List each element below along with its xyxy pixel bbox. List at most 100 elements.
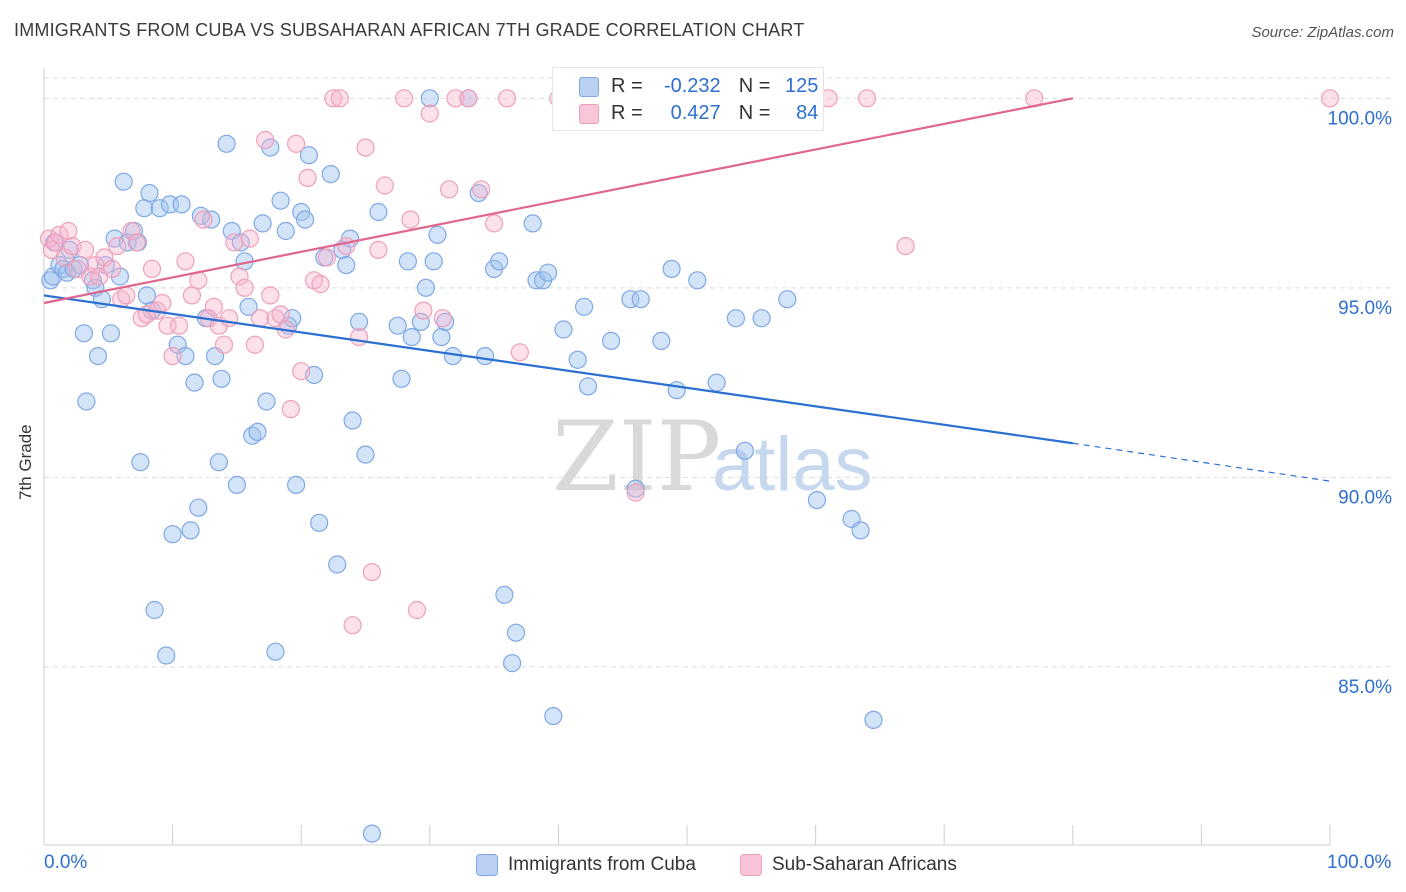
point-cuba [110,267,130,286]
point-cuba [239,297,258,316]
point-subsaharan [317,248,336,267]
trend-line-subsaharan [43,97,1074,305]
point-cuba [145,600,164,620]
point-cuba [114,172,133,191]
point-cuba [652,331,671,350]
point-subsaharan [204,297,223,316]
point-cuba [388,316,407,335]
point-cuba [726,309,746,328]
point-subsaharan [330,89,349,108]
point-cuba [424,252,443,271]
point-subsaharan [292,362,311,381]
point-cuba [601,331,621,350]
point-subsaharan [250,309,270,328]
point-cuba [253,214,272,233]
n-key: N = [738,74,771,97]
point-cuba [402,328,421,347]
point-cuba [276,221,295,241]
point-cuba [137,286,156,305]
point-subsaharan [485,214,504,233]
n-value: 125 [785,74,819,97]
point-cuba [296,210,315,229]
point-cuba [77,392,96,411]
r-key: R = [611,74,643,97]
point-subsaharan [142,259,162,278]
point-cuba [181,521,200,540]
point-cuba [343,411,362,430]
point-subsaharan [420,104,439,123]
point-cuba [185,373,204,392]
stats-row-subsaharan: R = 0.427 N = 84 [611,101,818,125]
points-layer [39,89,1340,843]
x-tick-label-right: 100.0% [1327,852,1392,873]
point-cuba [202,210,221,229]
point-cuba [411,312,430,331]
point-subsaharan [153,293,172,313]
point-cuba [667,381,686,400]
watermark: ZIP atlas [552,401,873,513]
point-cuba [662,259,681,278]
point-cuba [337,256,356,275]
point-subsaharan [414,301,433,320]
trend-line-cuba-extension [1072,442,1331,482]
point-cuba [631,290,650,309]
point-cuba [538,263,558,282]
point-subsaharan [169,316,189,335]
point-subsaharan [287,134,306,153]
point-cuba [362,824,381,843]
point-subsaharan [356,138,375,157]
point-cuba [88,347,108,366]
r-value: 0.427 [670,101,721,124]
point-subsaharan [176,252,195,271]
point-cuba [176,347,195,366]
point-cuba [189,498,208,517]
y-tick-label: 85.0% [1338,677,1392,698]
point-cuba [432,328,451,347]
n-key: N = [738,101,771,124]
point-subsaharan [369,240,388,259]
point-cuba [778,290,797,309]
point-cuba [416,278,435,297]
point-subsaharan [230,267,249,286]
point-subsaharan [407,600,426,620]
point-cuba [227,475,246,494]
point-subsaharan [311,274,330,294]
point-cuba [490,252,509,271]
r-key: R = [611,101,643,124]
legend-swatch-subsaharan [579,104,599,124]
point-cuba [428,225,447,244]
point-cuba [851,521,870,540]
trend-layer [43,97,1331,482]
point-subsaharan [896,237,915,256]
point-cuba [217,134,236,153]
point-cuba [502,653,522,673]
point-cuba [735,441,755,460]
point-subsaharan [459,89,478,108]
point-cuba [369,202,388,222]
point-cuba [299,146,318,165]
point-subsaharan [395,89,414,108]
point-cuba [74,324,94,343]
point-cuba [231,233,250,252]
point-cuba [310,513,329,532]
point-cuba [135,199,154,218]
point-cuba [495,585,514,604]
point-subsaharan [256,130,275,150]
y-tick-labels: 85.0% 90.0% 95.0% 100.0% [1328,108,1393,698]
point-cuba [523,214,542,233]
point-subsaharan [343,616,362,635]
stats-row-cuba: R = -0.232 N = 125 [611,74,818,98]
point-subsaharan [271,305,290,324]
x-tick-label-left: 0.0% [44,852,88,873]
point-subsaharan [350,328,369,347]
legend-swatch-subsaharan [740,854,762,876]
chart-title: IMMIGRANTS FROM CUBA VS SUBSAHARAN AFRIC… [14,20,805,40]
point-cuba [212,369,231,388]
point-subsaharan [225,233,244,252]
point-subsaharan [433,309,452,328]
point-cuba [321,165,340,184]
point-subsaharan [127,233,146,252]
point-cuba [621,290,640,309]
y-tick-label: 90.0% [1338,487,1392,508]
point-subsaharan [497,89,517,108]
